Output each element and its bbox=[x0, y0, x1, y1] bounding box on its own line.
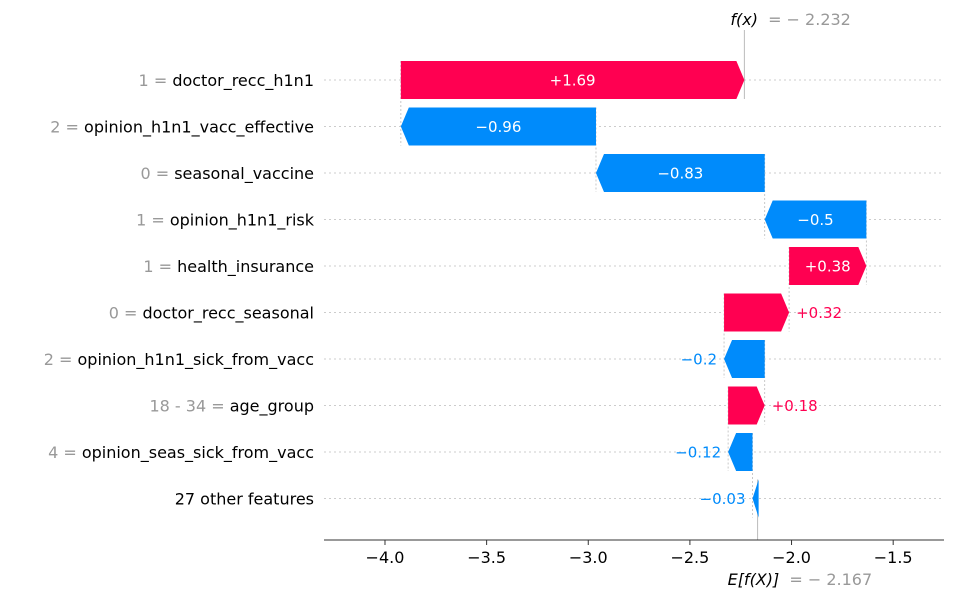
expected-symbol: E[f(X)] bbox=[728, 570, 780, 589]
feature-label: 2 = opinion_h1n1_vacc_effective bbox=[50, 118, 314, 138]
feature-label: 1 = health_insurance bbox=[143, 257, 314, 277]
bar-opinion-h1n1-vacc-effective bbox=[400, 107, 596, 146]
feature-value: 1 = bbox=[136, 211, 170, 230]
feature-label: 2 = opinion_h1n1_sick_from_vacc bbox=[44, 350, 314, 370]
x-tick-label: −1.5 bbox=[874, 548, 913, 567]
fx-label: f(x) = − 2.232 bbox=[730, 10, 850, 29]
fx-value: = − 2.232 bbox=[768, 10, 851, 29]
bar-opinion-seas-sick-from-vacc bbox=[728, 433, 753, 471]
feature-value: 0 = bbox=[109, 304, 143, 323]
bar-value-label: −0.83 bbox=[657, 165, 703, 183]
feature-name: doctor_recc_h1n1 bbox=[172, 71, 314, 91]
feature-value: 2 = bbox=[50, 118, 84, 137]
feature-value: 18 - 34 = bbox=[149, 397, 229, 416]
bar-seasonal-vaccine bbox=[595, 154, 765, 192]
fx-symbol: f(x) bbox=[730, 10, 758, 29]
feature-label: 1 = doctor_recc_h1n1 bbox=[139, 71, 314, 91]
bar-doctor-recc-h1n1 bbox=[400, 61, 745, 99]
bar-value-label: −0.12 bbox=[675, 444, 721, 462]
x-tick-label: −3.0 bbox=[569, 548, 608, 567]
bar-health-insurance bbox=[789, 247, 867, 285]
feature-labels: 1 = doctor_recc_h1n1 2 = opinion_h1n1_vac… bbox=[44, 71, 315, 509]
bar-27-other-features bbox=[752, 479, 759, 518]
bar-value-label: −0.5 bbox=[797, 211, 833, 229]
feature-name: opinion_h1n1_sick_from_vacc bbox=[78, 350, 315, 370]
feature-value: 4 = bbox=[48, 443, 82, 462]
bar-doctor-recc-seasonal bbox=[724, 293, 790, 332]
feature-value: 0 = bbox=[140, 164, 174, 183]
x-axis: −4.0 −3.5 −3.0 −2.5 −2.0 −1.5 bbox=[324, 539, 944, 567]
feature-value: 1 = bbox=[143, 257, 177, 276]
bar-value-label: −0.03 bbox=[700, 490, 746, 508]
x-tick-label: −4.0 bbox=[366, 548, 405, 567]
bar-opinion-h1n1-risk bbox=[764, 200, 867, 239]
feature-label: 0 = seasonal_vaccine bbox=[140, 164, 314, 184]
feature-label: 1 = opinion_h1n1_risk bbox=[136, 211, 315, 231]
expected-label: E[f(X)] = − 2.167 bbox=[728, 570, 873, 589]
feature-name: age_group bbox=[230, 397, 314, 417]
expected-value: = − 2.167 bbox=[789, 570, 872, 589]
feature-value: 1 = bbox=[139, 71, 173, 90]
feature-label: 4 = opinion_seas_sick_from_vacc bbox=[48, 443, 314, 463]
x-tick-label: −3.5 bbox=[467, 548, 506, 567]
feature-label: 18 - 34 = age_group bbox=[149, 397, 314, 417]
feature-value: 2 = bbox=[44, 350, 78, 369]
feature-name: 27 other features bbox=[175, 490, 314, 509]
bar-value-label: +0.18 bbox=[772, 397, 818, 415]
bar-value-label: −0.2 bbox=[681, 351, 717, 369]
feature-name: seasonal_vaccine bbox=[174, 164, 314, 184]
feature-label: 27 other features bbox=[175, 490, 314, 509]
feature-name: doctor_recc_seasonal bbox=[142, 304, 314, 324]
x-tick-label: −2.5 bbox=[670, 548, 709, 567]
contribution-labels: +1.69 −0.96 −0.83 −0.5 +0.38 +0.32 −0.2 +0.18 −0… bbox=[475, 72, 850, 509]
feature-name: opinion_h1n1_risk bbox=[170, 211, 315, 231]
x-tick-label: −2.0 bbox=[772, 548, 811, 567]
bar-value-label: +1.69 bbox=[550, 72, 596, 90]
bar-opinion-h1n1-sick-from-vacc bbox=[724, 340, 765, 378]
feature-label: 0 = doctor_recc_seasonal bbox=[109, 304, 314, 324]
bar-value-label: +0.32 bbox=[796, 304, 842, 322]
feature-name: health_insurance bbox=[177, 257, 314, 277]
feature-name: opinion_h1n1_vacc_effective bbox=[84, 118, 314, 138]
bar-age-group bbox=[728, 386, 765, 425]
contribution-bars bbox=[400, 61, 867, 518]
bar-value-label: +0.38 bbox=[805, 258, 851, 276]
feature-name: opinion_seas_sick_from_vacc bbox=[82, 443, 314, 463]
bar-value-label: −0.96 bbox=[475, 118, 521, 136]
